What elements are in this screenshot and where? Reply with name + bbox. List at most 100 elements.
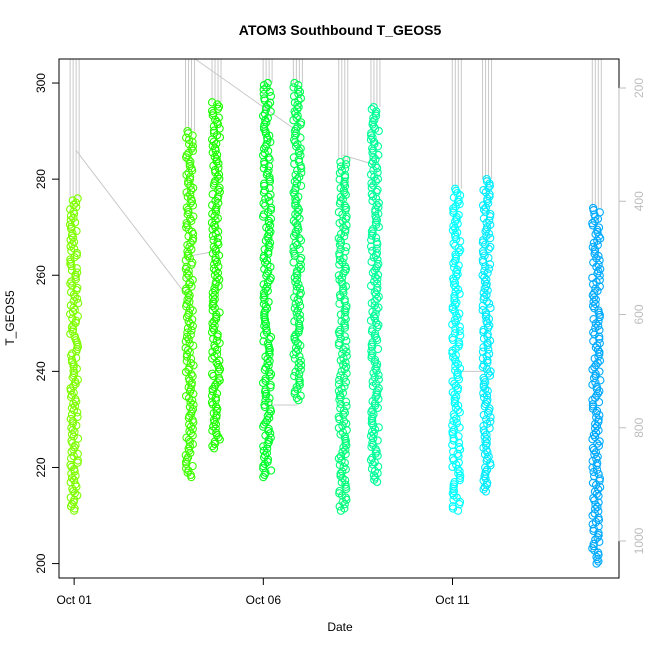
data-point [260,245,269,254]
y-axis: 200 220 240 260 280 300 [34,73,60,574]
data-point [485,371,495,380]
data-point [207,98,217,107]
data-point [591,319,600,328]
data-point [334,327,344,337]
data-point [65,220,75,229]
data-point [450,307,459,316]
data-point [485,179,494,188]
data-point [448,388,457,397]
data-point [483,330,492,339]
data-point [215,174,224,184]
data-point [69,382,78,391]
data-point [265,356,274,366]
data-point [261,116,270,125]
data-point [336,325,345,335]
data-point [68,349,77,358]
trace-line [194,58,298,132]
data-point [594,522,603,531]
data-point [208,225,217,234]
data-point [367,442,376,452]
data-point [482,231,491,241]
data-point [593,459,602,468]
data-point [294,96,303,105]
data-point [455,326,464,336]
data-point [291,367,300,376]
data-point [260,400,269,409]
data-point [290,304,299,313]
data-point [69,200,78,210]
data-point [336,245,345,254]
x-tick-label: Oct 11 [435,593,470,607]
data-point [73,283,82,293]
data-point [264,162,274,171]
data-point [297,168,306,177]
data-point [209,371,218,381]
data-point [373,275,382,284]
data-point [455,364,465,373]
data-point [450,329,460,338]
data-point [210,439,219,449]
data-point [592,382,601,392]
data-point [70,401,80,411]
data-point [450,291,459,301]
data-point [294,297,304,306]
right-tick-label: 600 [632,304,646,324]
data-point [208,231,218,240]
data-point [208,384,217,394]
data-point [335,175,344,184]
data-point [261,324,271,333]
data-point [341,247,350,256]
data-point [451,362,460,371]
data-point [183,324,193,333]
right-tick-label: 800 [632,417,646,437]
data-point [293,100,302,110]
data-point [266,380,275,390]
data-point [266,429,275,438]
data-point [183,269,192,278]
x-tick-label: Oct 06 [246,593,282,607]
data-point [336,399,345,409]
data-point [592,489,601,498]
data-point [593,502,602,512]
right-tick-label: 1000 [632,527,646,554]
data-point [264,240,273,250]
data-point [67,410,77,419]
data-point [455,322,464,331]
data-point [449,434,458,443]
data-point [479,426,488,435]
data-point [368,325,377,334]
data-point [594,469,603,479]
data-point [341,262,350,271]
data-point [455,199,464,209]
data-point [188,146,198,155]
data-point [588,544,597,553]
right-tick-label: 400 [632,191,646,211]
data-point [480,266,489,276]
data-point [189,183,198,193]
data-point [340,364,349,374]
data-point [455,467,464,476]
data-point [481,240,490,249]
data-point [263,440,272,449]
data-point [263,113,272,123]
y-tick-label: 240 [34,361,48,381]
data-point [73,312,82,321]
data-point [259,179,269,188]
data-point [594,498,603,507]
data-point [371,177,380,186]
data-point [369,410,378,419]
data-point [68,240,77,249]
flight-series-1 [181,126,198,482]
data-point [184,271,193,280]
data-point [593,389,603,398]
data-point [479,325,488,335]
data-point [374,370,383,380]
data-point [592,559,601,568]
data-point [212,411,221,420]
data-point [367,131,376,140]
data-point [589,539,598,549]
data-point [261,201,270,210]
data-point [294,374,304,383]
data-point [595,483,605,492]
